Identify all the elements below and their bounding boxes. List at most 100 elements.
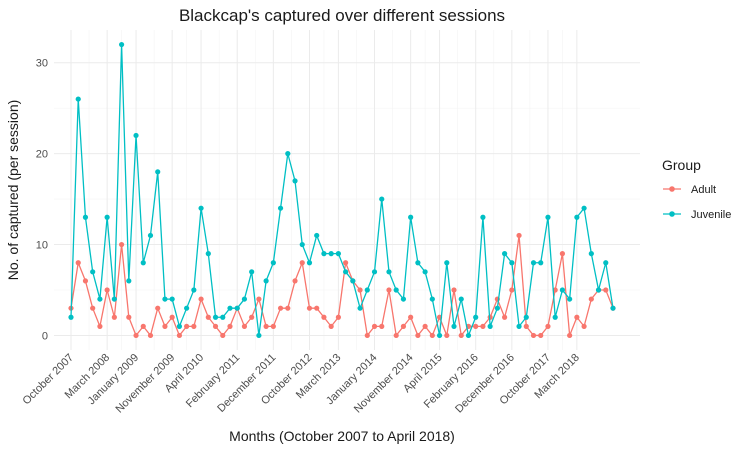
adult-point bbox=[444, 332, 450, 339]
adult-point bbox=[191, 323, 197, 329]
juvenile-point bbox=[350, 278, 356, 284]
juvenile-point bbox=[480, 214, 486, 220]
adult-point bbox=[118, 241, 125, 248]
juvenile-point bbox=[473, 314, 479, 320]
adult-point bbox=[212, 323, 219, 329]
adult-point bbox=[408, 314, 414, 320]
juvenile-point bbox=[559, 287, 566, 293]
juvenile-point bbox=[328, 251, 334, 257]
juvenile-point bbox=[451, 323, 457, 329]
juvenile-point bbox=[321, 251, 327, 257]
juvenile-point bbox=[292, 178, 298, 184]
adult-point bbox=[559, 251, 566, 257]
juvenile-point bbox=[285, 151, 291, 157]
adult-point bbox=[473, 323, 479, 329]
juvenile-point bbox=[140, 260, 146, 266]
adult-point bbox=[184, 323, 190, 329]
juvenile-point bbox=[155, 169, 161, 175]
juvenile-point bbox=[603, 260, 609, 266]
juvenile-point bbox=[198, 205, 204, 211]
y-tick-label: 30 bbox=[36, 58, 48, 70]
juvenile-point bbox=[234, 305, 240, 311]
adult-point bbox=[386, 287, 392, 293]
juvenile-point bbox=[538, 260, 544, 266]
legend-item-juvenile: Juvenile bbox=[663, 209, 731, 221]
adult-point bbox=[169, 314, 175, 320]
adult-point bbox=[249, 314, 255, 320]
adult-point bbox=[509, 287, 515, 293]
juvenile-point bbox=[465, 332, 472, 339]
adult-point bbox=[155, 305, 161, 311]
juvenile-point bbox=[458, 296, 464, 302]
juvenile-point bbox=[574, 214, 580, 220]
adult-point bbox=[516, 232, 522, 239]
adult-point bbox=[321, 314, 327, 320]
juvenile-point bbox=[111, 296, 117, 302]
juvenile-point bbox=[176, 323, 182, 329]
legend-key-point bbox=[669, 211, 675, 217]
adult-point bbox=[581, 323, 587, 329]
adult-point bbox=[567, 332, 573, 339]
juvenile-point bbox=[567, 296, 573, 302]
adult-point bbox=[415, 332, 421, 339]
juvenile-point bbox=[494, 305, 500, 311]
juvenile-point bbox=[436, 332, 443, 339]
adult-point bbox=[314, 305, 320, 311]
adult-point bbox=[220, 332, 226, 339]
adult-point bbox=[379, 323, 385, 329]
adult-point bbox=[429, 332, 435, 339]
juvenile-point bbox=[104, 214, 110, 220]
adult-point bbox=[299, 260, 305, 266]
adult-point bbox=[285, 305, 291, 311]
juvenile-point bbox=[90, 269, 96, 275]
legend-title: Group bbox=[662, 157, 701, 173]
adult-point bbox=[133, 332, 139, 339]
adult-point bbox=[147, 332, 154, 339]
x-axis-title: Months (October 2007 to April 2018) bbox=[229, 428, 455, 444]
adult-point bbox=[104, 287, 110, 293]
adult-point bbox=[364, 332, 370, 339]
y-tick-label: 10 bbox=[36, 240, 48, 252]
juvenile-point bbox=[444, 260, 450, 266]
juvenile-point bbox=[227, 305, 233, 311]
adult-point bbox=[227, 323, 233, 329]
juvenile-series-line bbox=[70, 43, 614, 337]
legend-key-point bbox=[669, 186, 675, 192]
adult-point bbox=[502, 314, 508, 320]
adult-point bbox=[82, 278, 89, 284]
juvenile-point bbox=[133, 132, 139, 139]
juvenile-point bbox=[220, 314, 226, 320]
juvenile-point bbox=[299, 241, 305, 248]
juvenile-point bbox=[588, 251, 594, 257]
adult-point bbox=[90, 305, 96, 311]
juvenile-point bbox=[147, 232, 154, 239]
juvenile-point bbox=[249, 269, 255, 275]
juvenile-point bbox=[169, 296, 175, 302]
juvenile-point bbox=[386, 269, 392, 275]
adult-point bbox=[588, 296, 594, 302]
adult-point bbox=[176, 332, 182, 339]
adult-point bbox=[603, 287, 609, 293]
juvenile-point bbox=[97, 296, 103, 302]
juvenile-point bbox=[270, 260, 276, 266]
adult-point bbox=[523, 323, 529, 329]
adult-point bbox=[400, 323, 407, 329]
adult-point bbox=[306, 305, 313, 311]
adult-point bbox=[530, 332, 537, 339]
adult-point bbox=[422, 323, 428, 329]
adult-point bbox=[371, 323, 378, 329]
juvenile-point bbox=[502, 251, 508, 257]
juvenile-point bbox=[429, 296, 435, 302]
adult-point bbox=[538, 332, 544, 339]
adult-point bbox=[241, 323, 248, 329]
juvenile-point bbox=[335, 251, 341, 257]
juvenile-point bbox=[343, 269, 349, 275]
juvenile-point bbox=[277, 205, 284, 211]
juvenile-point bbox=[256, 332, 262, 339]
juvenile-point bbox=[530, 260, 537, 266]
juvenile-point bbox=[191, 287, 197, 293]
adult-point bbox=[292, 278, 298, 284]
adult-point bbox=[343, 260, 349, 266]
adult-point bbox=[162, 323, 168, 329]
adult-point bbox=[198, 296, 204, 302]
